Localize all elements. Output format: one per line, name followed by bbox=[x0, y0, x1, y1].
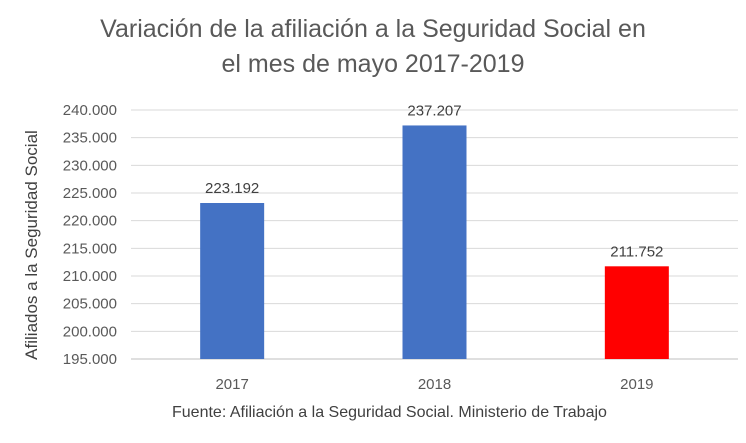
y-tick-label: 210.000 bbox=[63, 268, 117, 285]
y-tick-label: 205.000 bbox=[63, 296, 117, 313]
bar bbox=[402, 125, 467, 360]
chart-title-line-2: el mes de mayo 2017-2019 bbox=[221, 50, 525, 78]
data-label: 211.752 bbox=[610, 243, 663, 260]
chart-title: Variación de la afiliación a la Segurida… bbox=[0, 12, 746, 82]
x-tick-label: 2018 bbox=[418, 376, 451, 393]
bar bbox=[604, 266, 669, 359]
bar bbox=[200, 203, 265, 359]
y-tick-label: 215.000 bbox=[63, 240, 117, 257]
source-note: Fuente: Afiliación a la Seguridad Social… bbox=[172, 404, 607, 421]
data-label: 237.207 bbox=[407, 102, 461, 119]
y-tick-label: 230.000 bbox=[63, 157, 117, 174]
x-tick-label: 2019 bbox=[620, 376, 653, 393]
chart-title-line-1: Variación de la afiliación a la Segurida… bbox=[100, 15, 646, 43]
y-tick-label: 225.000 bbox=[63, 185, 117, 202]
y-tick-label: 200.000 bbox=[63, 323, 117, 340]
y-tick-label: 240.000 bbox=[63, 102, 117, 119]
data-label: 223.192 bbox=[205, 180, 259, 197]
y-tick-label: 235.000 bbox=[63, 130, 117, 147]
y-tick-label: 220.000 bbox=[63, 213, 117, 230]
x-tick-label: 2017 bbox=[215, 376, 248, 393]
y-tick-label: 195.000 bbox=[63, 351, 117, 368]
